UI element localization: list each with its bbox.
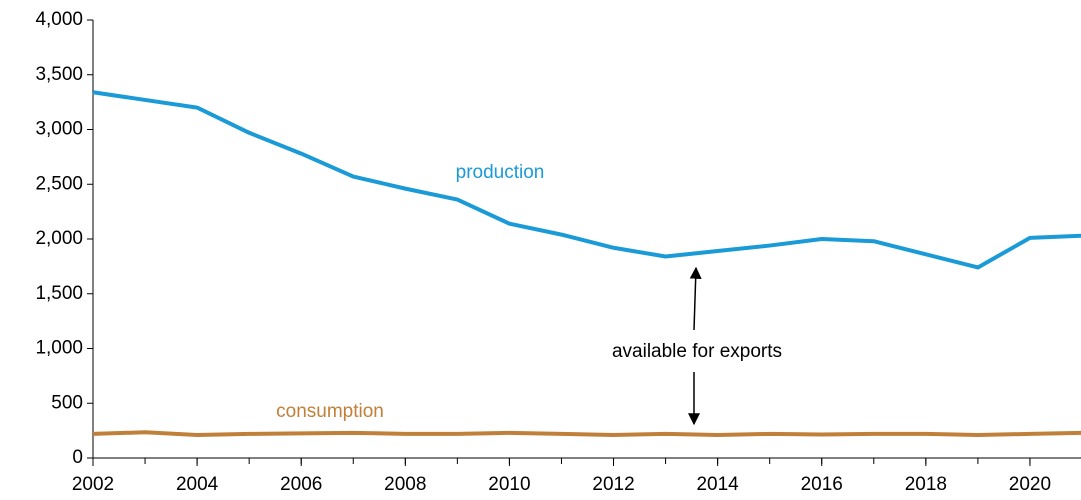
x-tick-label: 2002: [72, 474, 114, 495]
x-tick-label: 2016: [801, 474, 843, 495]
series-line: [92, 430, 1081, 438]
series-label: consumption: [276, 401, 384, 422]
y-tick-label: 2,000: [35, 228, 83, 249]
arrow: [689, 266, 702, 331]
y-tick-label: 3,500: [35, 64, 83, 85]
annotation: available for exports: [612, 341, 782, 362]
y-tick-label: 4,000: [35, 9, 83, 30]
x-tick-label: 2018: [905, 474, 947, 495]
y-tick-label: 0: [72, 447, 83, 468]
x-tick-label: 2010: [488, 474, 530, 495]
series-label: production: [456, 162, 545, 183]
x-tick-label: 2012: [592, 474, 634, 495]
y-tick-label: 1,000: [35, 338, 83, 359]
x-tick-label: 2014: [696, 474, 739, 495]
x-tick-label: 2008: [384, 474, 426, 495]
x-tick-label: 2004: [176, 474, 219, 495]
x-tick-label: 2006: [280, 474, 322, 495]
series-line: [92, 90, 1081, 270]
y-tick-label: 1,500: [35, 283, 83, 304]
y-tick-label: 2,500: [35, 173, 83, 194]
x-tick-label: 2020: [1009, 474, 1051, 495]
y-tick-label: 500: [51, 392, 83, 413]
y-tick-label: 3,000: [35, 119, 83, 140]
